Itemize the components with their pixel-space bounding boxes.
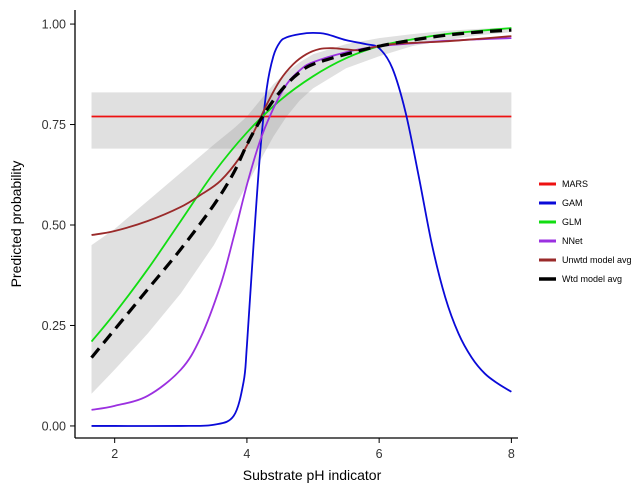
y-tick-label: 0.50 bbox=[42, 219, 66, 233]
band-mars bbox=[91, 92, 512, 149]
axes bbox=[74, 10, 518, 439]
x-tick-label: 2 bbox=[111, 447, 118, 461]
series-lines bbox=[90, 27, 512, 427]
legend: MARS GAM GLM NNet Unwtd model avg Wtd model a… bbox=[539, 179, 632, 284]
x-tick-label: 6 bbox=[376, 447, 383, 461]
legend-label-wtd-model-avg: Wtd model avg bbox=[562, 274, 622, 284]
series-line-wtd-model-avg bbox=[90, 28, 512, 359]
y-axis-title: Predicted probability bbox=[8, 161, 24, 288]
x-tick-label: 4 bbox=[243, 447, 250, 461]
x-axis-title: Substrate pH indicator bbox=[243, 467, 382, 483]
legend-label-unwtd-model-avg: Unwtd model avg bbox=[562, 255, 632, 265]
confidence-bands bbox=[91, 27, 512, 394]
y-tick-label: 1.00 bbox=[42, 18, 66, 32]
axis-ticks: 2 4 6 8 0.00 0.25 0.50 0.75 1.00 bbox=[42, 18, 515, 461]
x-tick-label: 8 bbox=[508, 447, 515, 461]
y-tick-label: 0.75 bbox=[42, 118, 66, 132]
legend-label-gam: GAM bbox=[562, 198, 583, 208]
y-tick-label: 0.00 bbox=[42, 419, 66, 433]
legend-label-nnet: NNet bbox=[562, 236, 583, 246]
legend-label-mars: MARS bbox=[562, 179, 588, 189]
legend-label-glm: GLM bbox=[562, 217, 582, 227]
series-line-gam bbox=[91, 32, 512, 427]
y-tick-label: 0.25 bbox=[42, 319, 66, 333]
band-wtd-model-avg bbox=[91, 27, 512, 394]
